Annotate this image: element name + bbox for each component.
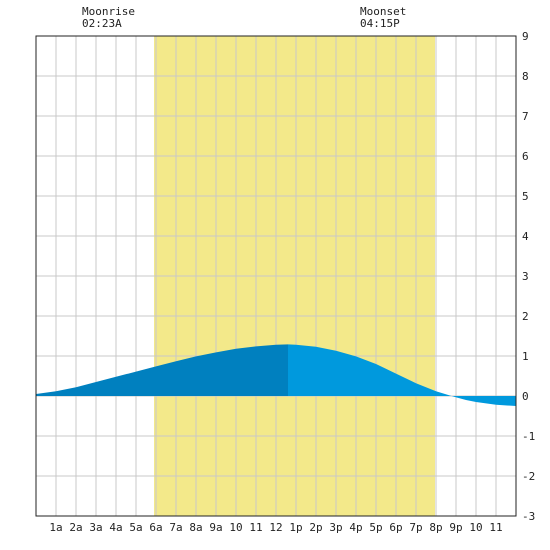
y-tick-label: 5 bbox=[522, 190, 529, 203]
y-tick-label: 0 bbox=[522, 390, 529, 403]
moonset-label: Moonset 04:15P bbox=[360, 6, 406, 30]
x-tick-label: 11 bbox=[489, 521, 502, 534]
moonrise-time: 02:23A bbox=[82, 17, 122, 30]
x-tick-label: 6p bbox=[389, 521, 402, 534]
x-tick-label: 2p bbox=[309, 521, 322, 534]
x-tick-label: 5a bbox=[129, 521, 142, 534]
x-tick-label: 4a bbox=[109, 521, 122, 534]
y-tick-label: 9 bbox=[522, 30, 529, 43]
x-tick-label: 11 bbox=[249, 521, 262, 534]
y-tick-label: -3 bbox=[522, 510, 535, 523]
tide-area-rising bbox=[36, 344, 288, 396]
x-tick-label: 7p bbox=[409, 521, 422, 534]
moonset-time: 04:15P bbox=[360, 17, 400, 30]
x-tick-label: 4p bbox=[349, 521, 362, 534]
y-tick-label: -1 bbox=[522, 430, 535, 443]
x-tick-label: 3a bbox=[89, 521, 102, 534]
x-tick-label: 5p bbox=[369, 521, 382, 534]
x-tick-label: 10 bbox=[469, 521, 482, 534]
x-tick-label: 3p bbox=[329, 521, 342, 534]
x-tick-label: 6a bbox=[149, 521, 162, 534]
x-tick-label: 10 bbox=[229, 521, 242, 534]
y-tick-label: -2 bbox=[522, 470, 535, 483]
y-tick-label: 2 bbox=[522, 310, 529, 323]
x-tick-label: 9a bbox=[209, 521, 222, 534]
moonrise-title: Moonrise bbox=[82, 5, 135, 18]
x-tick-label: 7a bbox=[169, 521, 182, 534]
x-tick-label: 8a bbox=[189, 521, 202, 534]
y-tick-label: 3 bbox=[522, 270, 529, 283]
plot-frame bbox=[35, 35, 517, 517]
y-tick-label: 6 bbox=[522, 150, 529, 163]
x-tick-label: 2a bbox=[69, 521, 82, 534]
y-tick-label: 1 bbox=[522, 350, 529, 363]
moonrise-label: Moonrise 02:23A bbox=[82, 6, 135, 30]
x-tick-label: 9p bbox=[449, 521, 462, 534]
x-tick-label: 8p bbox=[429, 521, 442, 534]
x-tick-label: 1p bbox=[289, 521, 302, 534]
y-tick-label: 7 bbox=[522, 110, 529, 123]
tide-area-falling bbox=[288, 344, 516, 406]
moonset-title: Moonset bbox=[360, 5, 407, 18]
x-tick-label: 1a bbox=[49, 521, 62, 534]
y-tick-label: 8 bbox=[522, 70, 529, 83]
y-tick-label: 4 bbox=[522, 230, 529, 243]
x-tick-label: 12 bbox=[269, 521, 282, 534]
